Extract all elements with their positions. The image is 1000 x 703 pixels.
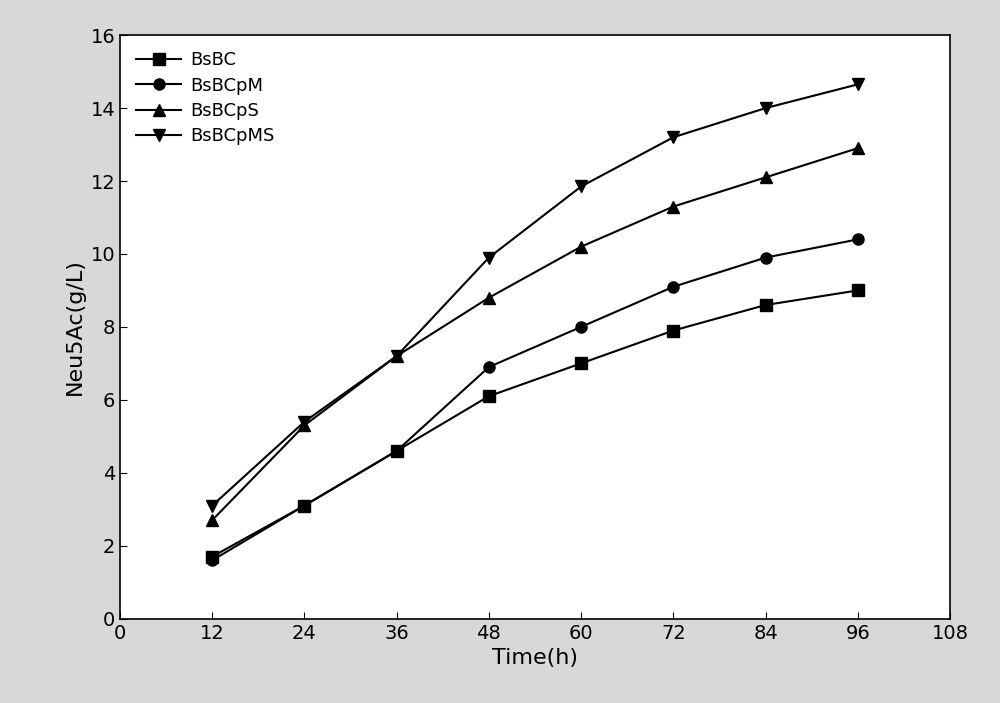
BsBC [206, 553, 218, 561]
BsBC [391, 446, 403, 455]
BsBCpS [483, 293, 495, 302]
Line: BsBCpMS: BsBCpMS [207, 79, 863, 511]
BsBCpS [575, 243, 587, 251]
Line: BsBC: BsBC [207, 285, 863, 562]
BsBC [667, 326, 679, 335]
BsBCpS [760, 173, 772, 181]
BsBCpMS [483, 253, 495, 262]
BsBCpM [760, 253, 772, 262]
BsBCpS [206, 516, 218, 524]
BsBCpMS [667, 133, 679, 141]
BsBCpM [391, 446, 403, 455]
BsBCpS [667, 202, 679, 211]
BsBCpS [298, 421, 310, 430]
BsBCpMS [760, 104, 772, 112]
BsBC [760, 301, 772, 309]
BsBCpMS [391, 352, 403, 360]
BsBCpMS [206, 501, 218, 510]
BsBCpM [575, 323, 587, 331]
BsBCpS [852, 144, 864, 153]
BsBCpM [206, 556, 218, 565]
BsBCpMS [298, 418, 310, 426]
Legend: BsBC, BsBCpM, BsBCpS, BsBCpMS: BsBC, BsBCpM, BsBCpS, BsBCpMS [129, 44, 282, 153]
BsBCpMS [852, 80, 864, 89]
Y-axis label: Neu5Ac(g/L): Neu5Ac(g/L) [65, 259, 85, 395]
Line: BsBCpM: BsBCpM [207, 234, 863, 566]
X-axis label: Time(h): Time(h) [492, 648, 578, 668]
BsBCpM [483, 363, 495, 371]
BsBCpS [391, 352, 403, 360]
BsBCpM [298, 501, 310, 510]
BsBC [483, 392, 495, 401]
BsBCpMS [575, 182, 587, 191]
Line: BsBCpS: BsBCpS [207, 143, 863, 526]
BsBC [575, 359, 587, 368]
BsBCpM [667, 283, 679, 291]
BsBC [298, 501, 310, 510]
BsBCpM [852, 235, 864, 243]
BsBC [852, 286, 864, 295]
